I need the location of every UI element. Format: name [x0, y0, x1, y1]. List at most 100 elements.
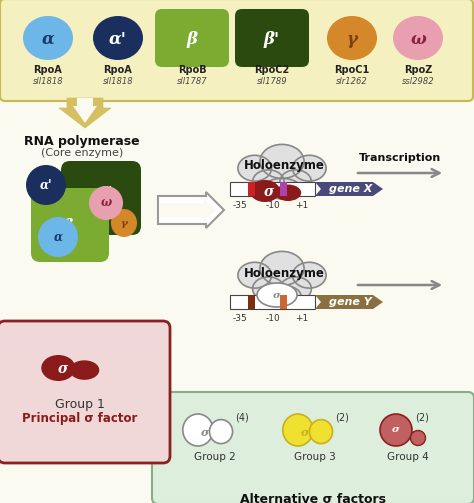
- FancyBboxPatch shape: [0, 321, 170, 463]
- Ellipse shape: [327, 16, 377, 60]
- Text: sll1818: sll1818: [103, 77, 133, 86]
- Text: Holoenzyme: Holoenzyme: [244, 267, 324, 280]
- Text: (2): (2): [415, 412, 429, 422]
- Text: gene Y: gene Y: [329, 297, 372, 307]
- Text: RNA polymerase: RNA polymerase: [24, 135, 140, 148]
- Text: Group 2: Group 2: [194, 452, 236, 462]
- Text: β: β: [64, 218, 73, 232]
- Text: gene X: gene X: [328, 184, 372, 194]
- Text: ω: ω: [100, 197, 111, 210]
- Ellipse shape: [393, 16, 443, 60]
- Ellipse shape: [93, 16, 143, 60]
- Ellipse shape: [70, 360, 99, 380]
- Text: RpoC2: RpoC2: [255, 65, 290, 75]
- Ellipse shape: [263, 179, 301, 199]
- Polygon shape: [158, 192, 224, 228]
- Ellipse shape: [111, 209, 137, 237]
- Polygon shape: [59, 98, 111, 128]
- Text: RpoC1: RpoC1: [334, 65, 370, 75]
- Text: sll1787: sll1787: [177, 77, 207, 86]
- Text: Transcription: Transcription: [359, 153, 441, 163]
- FancyBboxPatch shape: [0, 0, 473, 101]
- FancyBboxPatch shape: [155, 9, 229, 67]
- Ellipse shape: [410, 431, 426, 446]
- Ellipse shape: [210, 420, 233, 444]
- Polygon shape: [315, 182, 383, 196]
- Text: Principal σ factor: Principal σ factor: [22, 412, 137, 425]
- Ellipse shape: [310, 420, 333, 444]
- Text: (Core enzyme): (Core enzyme): [41, 148, 123, 158]
- Text: Alternative σ factors: Alternative σ factors: [240, 493, 386, 503]
- Text: σ: σ: [57, 362, 68, 376]
- Text: ω: ω: [410, 31, 426, 47]
- Text: RpoA: RpoA: [34, 65, 63, 75]
- Text: γ: γ: [346, 31, 357, 47]
- Polygon shape: [55, 430, 350, 456]
- Polygon shape: [85, 328, 163, 358]
- Text: +1: +1: [295, 314, 309, 323]
- Text: -10: -10: [265, 201, 281, 210]
- Ellipse shape: [292, 155, 326, 181]
- Text: -10: -10: [265, 314, 281, 323]
- Text: β': β': [264, 31, 280, 47]
- Ellipse shape: [263, 285, 301, 306]
- Bar: [248, 182, 255, 196]
- Text: ssl2982: ssl2982: [401, 77, 434, 86]
- Text: Group 4: Group 4: [387, 452, 429, 462]
- Bar: [280, 182, 287, 196]
- Bar: [230, 182, 315, 196]
- Text: +1: +1: [295, 201, 309, 210]
- Ellipse shape: [280, 277, 311, 301]
- Bar: [230, 295, 315, 309]
- Text: RpoA: RpoA: [104, 65, 132, 75]
- Ellipse shape: [280, 170, 311, 194]
- Ellipse shape: [238, 262, 272, 288]
- Text: σ: σ: [264, 185, 274, 199]
- Text: σ: σ: [201, 427, 209, 438]
- Ellipse shape: [257, 283, 297, 307]
- Text: α: α: [42, 31, 55, 47]
- Ellipse shape: [380, 414, 412, 446]
- Text: -35: -35: [233, 314, 247, 323]
- Ellipse shape: [253, 277, 284, 301]
- Polygon shape: [73, 98, 97, 123]
- Ellipse shape: [41, 355, 75, 381]
- Ellipse shape: [26, 165, 66, 205]
- Text: β: β: [186, 31, 198, 47]
- FancyBboxPatch shape: [61, 161, 141, 235]
- Text: RpoZ: RpoZ: [404, 65, 432, 75]
- Text: -35: -35: [233, 201, 247, 210]
- Ellipse shape: [38, 217, 78, 257]
- Text: α': α': [40, 179, 52, 192]
- Text: sll1818: sll1818: [33, 77, 64, 86]
- Ellipse shape: [23, 16, 73, 60]
- Polygon shape: [315, 295, 383, 309]
- Ellipse shape: [238, 155, 272, 181]
- Ellipse shape: [260, 144, 304, 179]
- Text: α: α: [54, 230, 63, 243]
- Text: γ: γ: [120, 218, 128, 227]
- Ellipse shape: [283, 414, 313, 446]
- FancyBboxPatch shape: [235, 9, 309, 67]
- Text: σ: σ: [301, 427, 309, 438]
- Ellipse shape: [275, 185, 301, 201]
- Text: RpoB: RpoB: [178, 65, 206, 75]
- Ellipse shape: [183, 414, 213, 446]
- Ellipse shape: [89, 186, 123, 220]
- Ellipse shape: [250, 180, 280, 202]
- Text: σ: σ: [273, 291, 281, 299]
- Ellipse shape: [253, 170, 284, 194]
- Bar: [248, 295, 255, 309]
- Text: α': α': [109, 31, 127, 47]
- Text: slr1262: slr1262: [336, 77, 368, 86]
- Ellipse shape: [260, 252, 304, 285]
- Text: (2): (2): [335, 412, 349, 422]
- Bar: [280, 295, 287, 309]
- Text: Group 1: Group 1: [55, 398, 105, 411]
- Text: σ: σ: [392, 426, 400, 435]
- Text: Group 3: Group 3: [294, 452, 336, 462]
- FancyBboxPatch shape: [152, 392, 474, 503]
- Ellipse shape: [292, 262, 326, 288]
- Text: β': β': [99, 186, 113, 200]
- Text: Holoenzyme: Holoenzyme: [244, 159, 324, 173]
